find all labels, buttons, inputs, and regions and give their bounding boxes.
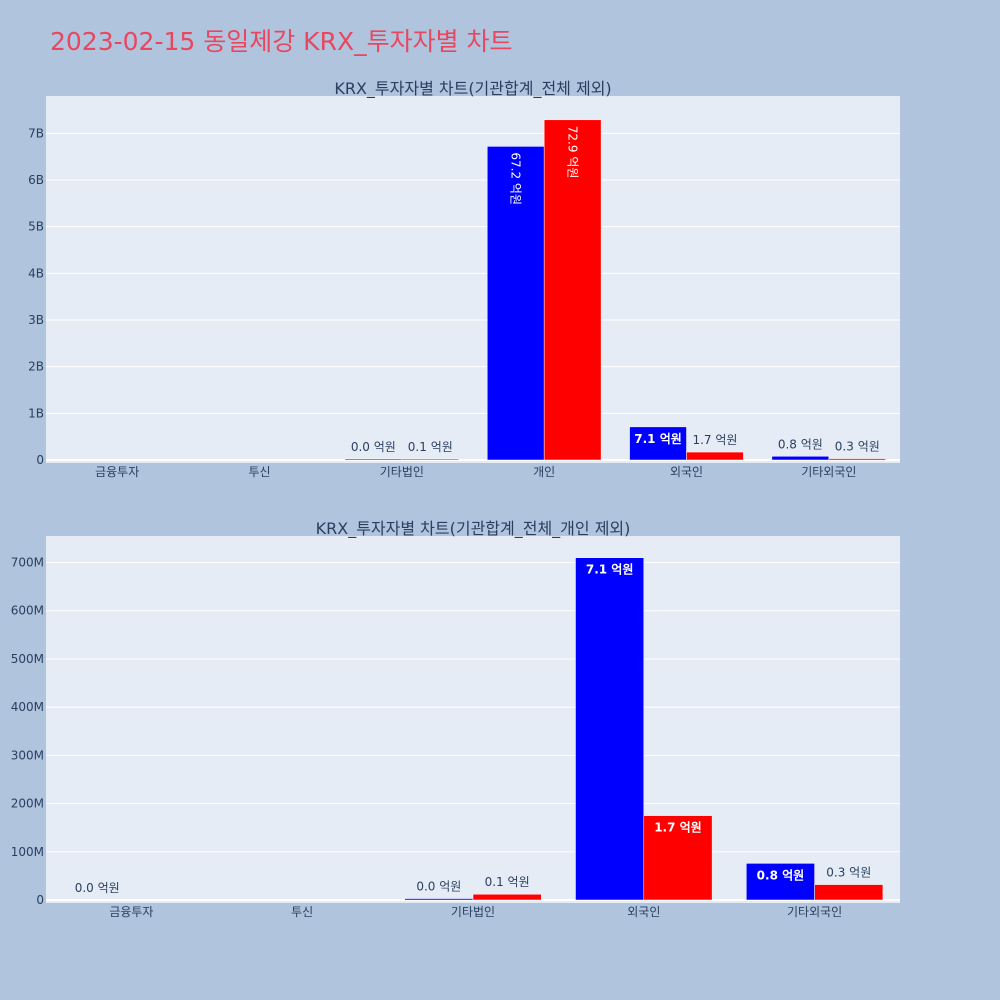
- y-tick-label: 0: [36, 893, 44, 907]
- data-label: 1.7 억원: [654, 821, 702, 835]
- page-title: 2023-02-15 동일제강 KRX_투자자별 차트: [50, 27, 513, 56]
- bar: [404, 898, 474, 901]
- data-label: 7.1 억원: [586, 563, 634, 577]
- x-tick-label: 외국인: [670, 465, 703, 479]
- y-tick-label: 6B: [28, 173, 44, 187]
- data-label: 0.0 억원: [416, 880, 461, 894]
- y-tick-label: 700M: [11, 556, 44, 570]
- data-label: 0.0 억원: [75, 881, 120, 895]
- data-label: 0.8 억원: [778, 437, 823, 451]
- bar: [629, 426, 687, 461]
- bar: [828, 458, 887, 461]
- data-label: 0.1 억원: [408, 440, 453, 454]
- x-tick-label: 투신: [291, 905, 313, 919]
- x-tick-label: 투신: [248, 465, 270, 479]
- y-tick-label: 100M: [11, 845, 44, 859]
- x-tick-label: 외국인: [627, 905, 660, 919]
- chart-all-excluding-institutions: 0 1B 2B 3B 4B 5B 6B 7B KRX_투자자별 차트(기관합계_전체 제외) 금융…: [28, 79, 900, 479]
- bar: [814, 884, 884, 901]
- x-tick-label: 기타법인: [451, 905, 495, 919]
- data-label: 67.2 억원: [509, 152, 523, 205]
- x-tick-label: 개인: [533, 465, 555, 479]
- bar: [686, 451, 744, 461]
- data-label: 0.8 억원: [757, 868, 805, 882]
- bar: [472, 893, 542, 901]
- y-tick-label: 1B: [28, 406, 44, 420]
- bar: [401, 458, 460, 461]
- x-tick-label: 기타법인: [380, 465, 424, 479]
- y-tick-label: 3B: [28, 313, 44, 327]
- bar: [486, 146, 545, 461]
- chart-title: KRX_투자자별 차트(기관합계_전체_개인 제외): [316, 519, 631, 539]
- x-tick-label: 금융투자: [95, 465, 139, 479]
- data-label: 0.1 억원: [485, 875, 530, 889]
- bar: [643, 815, 713, 901]
- y-tick-label: 500M: [11, 652, 44, 666]
- y-tick-label: 0: [36, 453, 44, 467]
- bar: [771, 456, 830, 461]
- data-label: 7.1 억원: [634, 432, 682, 446]
- bar: [575, 557, 645, 901]
- x-tick-label: 기타외국인: [801, 465, 856, 479]
- x-tick-label: 기타외국인: [787, 905, 842, 919]
- y-tick-label: 7B: [28, 126, 44, 140]
- x-tick-label: 금융투자: [109, 905, 153, 919]
- y-tick-label: 2B: [28, 360, 44, 374]
- data-label: 0.0 억원: [351, 440, 396, 454]
- chart-title: KRX_투자자별 차트(기관합계_전체 제외): [334, 79, 611, 99]
- y-tick-label: 4B: [28, 266, 44, 280]
- data-label: 0.3 억원: [835, 440, 880, 454]
- y-tick-label: 200M: [11, 797, 44, 811]
- data-label: 72.9 억원: [566, 126, 580, 179]
- plot-area: [46, 536, 900, 903]
- y-tick-label: 300M: [11, 748, 44, 762]
- bar: [543, 119, 602, 461]
- y-tick-label: 400M: [11, 700, 44, 714]
- plot-area: [46, 96, 900, 463]
- data-label: 1.7 억원: [692, 433, 737, 447]
- bar: [746, 863, 815, 901]
- data-label: 0.3 억원: [826, 866, 871, 880]
- y-tick-label: 600M: [11, 604, 44, 618]
- y-tick-label: 5B: [28, 220, 44, 234]
